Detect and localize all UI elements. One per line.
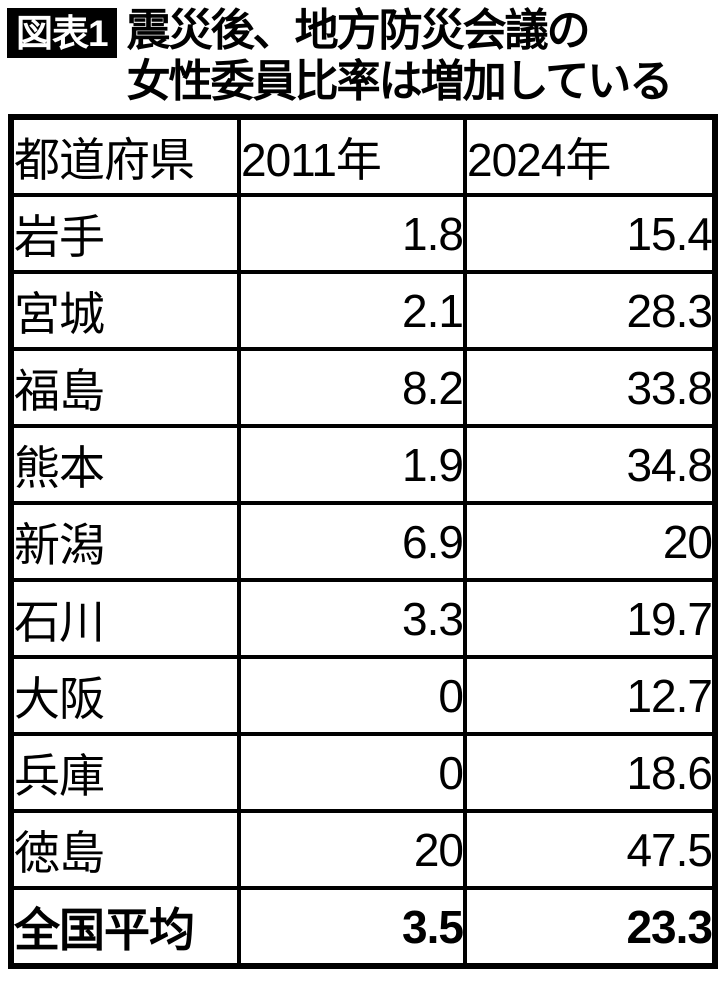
cell-2024-value: 47.5 xyxy=(463,809,717,890)
table-row: 福島 8.2 33.8 xyxy=(9,347,717,428)
figure-title-line2: 女性委員比率は増加している xyxy=(126,57,674,106)
cell-2011-value: 6.9 xyxy=(237,501,467,582)
cell-2024-value: 18.6 xyxy=(463,732,717,813)
figure-header: 図表1 震災後、地方防災会議の 女性委員比率は増加している xyxy=(0,0,720,107)
cell-2024-value: 20 xyxy=(463,501,717,582)
cell-prefecture: 徳島 xyxy=(9,809,241,890)
cell-2011-value: 20 xyxy=(237,809,467,890)
cell-prefecture: 新潟 xyxy=(9,501,241,582)
cell-2024-value: 34.8 xyxy=(463,424,717,505)
table-header-row: 都道府県 2011年 2024年 xyxy=(9,115,717,197)
cell-2011-value: 3.3 xyxy=(237,578,467,659)
header-prefecture: 都道府県 xyxy=(9,115,241,197)
table-row: 宮城 2.1 28.3 xyxy=(9,270,717,351)
cell-2011-value: 8.2 xyxy=(237,347,467,428)
table-row: 岩手 1.8 15.4 xyxy=(9,193,717,274)
cell-2011-value: 3.5 xyxy=(237,886,467,968)
cell-prefecture: 熊本 xyxy=(9,424,241,505)
prefecture-ratio-table: 都道府県 2011年 2024年 岩手 1.8 15.4 宮城 2.1 28.3… xyxy=(8,114,718,969)
cell-2011-value: 0 xyxy=(237,655,467,736)
header-2011: 2011年 xyxy=(237,115,467,197)
cell-prefecture: 全国平均 xyxy=(9,886,241,968)
table-body: 岩手 1.8 15.4 宮城 2.1 28.3 福島 8.2 33.8 熊本 1… xyxy=(9,193,717,968)
cell-2024-value: 33.8 xyxy=(463,347,717,428)
cell-2024-value: 12.7 xyxy=(463,655,717,736)
cell-prefecture: 石川 xyxy=(9,578,241,659)
table-row: 兵庫 0 18.6 xyxy=(9,732,717,813)
header-2024: 2024年 xyxy=(463,115,717,197)
table-row: 新潟 6.9 20 xyxy=(9,501,717,582)
cell-2011-value: 1.8 xyxy=(237,193,467,274)
cell-prefecture: 兵庫 xyxy=(9,732,241,813)
figure-number-badge: 図表1 xyxy=(7,8,117,58)
cell-prefecture: 宮城 xyxy=(9,270,241,351)
cell-2024-value: 19.7 xyxy=(463,578,717,659)
cell-2024-value: 28.3 xyxy=(463,270,717,351)
cell-prefecture: 岩手 xyxy=(9,193,241,274)
table-row: 石川 3.3 19.7 xyxy=(9,578,717,659)
cell-2011-value: 2.1 xyxy=(237,270,467,351)
table-row: 大阪 0 12.7 xyxy=(9,655,717,736)
figure-title-line1: 震災後、地方防災会議の xyxy=(126,6,591,55)
table-row-national-average: 全国平均 3.5 23.3 xyxy=(9,886,717,968)
cell-2011-value: 1.9 xyxy=(237,424,467,505)
table-row: 徳島 20 47.5 xyxy=(9,809,717,890)
cell-prefecture: 福島 xyxy=(9,347,241,428)
figure-title: 震災後、地方防災会議の 女性委員比率は増加している xyxy=(126,5,674,107)
table-row: 熊本 1.9 34.8 xyxy=(9,424,717,505)
cell-2024-value: 15.4 xyxy=(463,193,717,274)
cell-2011-value: 0 xyxy=(237,732,467,813)
cell-2024-value: 23.3 xyxy=(463,886,717,968)
cell-prefecture: 大阪 xyxy=(9,655,241,736)
